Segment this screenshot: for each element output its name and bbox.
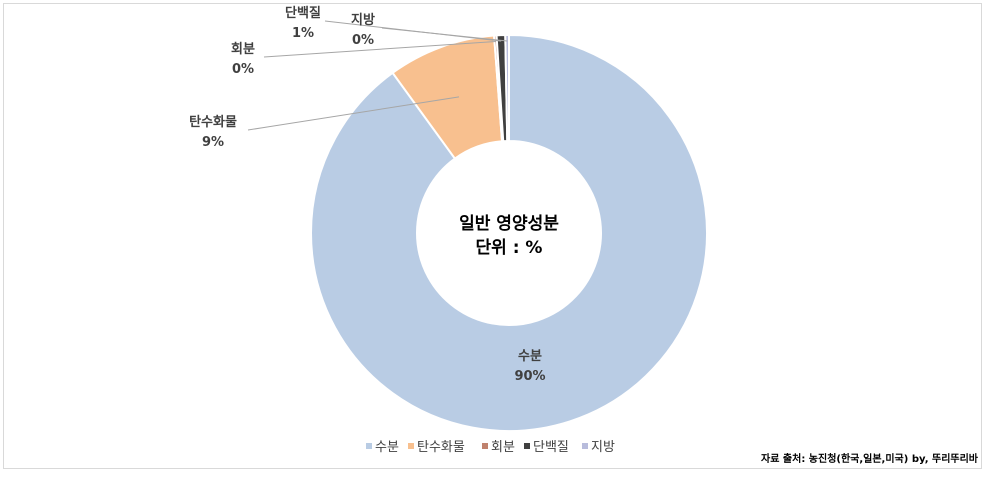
legend-swatch-3 [482,443,488,449]
chart-center-title: 일반 영양성분 [459,214,559,234]
legend-swatch-1 [366,443,372,449]
legend-item-1: 수분 [366,440,399,455]
slice-label-value-2: 9% [202,135,224,150]
legend-swatch-4 [524,443,530,449]
leader-line-3 [263,40,496,58]
slice-label-name-5: 지방 [351,12,375,28]
legend-item-3: 회분 [482,440,515,455]
slice-label-value-1: 90% [514,369,545,384]
legend-item-2: 탄수화물 [408,440,465,455]
legend-label-4: 단백질 [533,440,569,455]
legend: 수분 탄수화물 회분 단백질 지방 [366,440,615,455]
legend-label-2: 탄수화물 [417,440,465,455]
legend-label-3: 회분 [491,440,515,455]
chart-center-unit: 단위 : % [476,238,543,258]
leader-line-5 [381,27,508,42]
slice-label-name-2: 탄수화물 [189,114,237,130]
legend-item-5: 지방 [582,440,615,455]
slices-group [310,33,708,432]
slice-labels-group: 수분 90% 탄수화물 9% 회분 0% 단백질 1% 지방 0% [189,5,545,384]
legend-swatch-2 [408,443,414,449]
slice-label-name-3: 회분 [231,41,255,57]
slice-1 [310,33,708,432]
legend-label-5: 지방 [591,440,615,455]
legend-item-4: 단백질 [524,440,569,455]
slice-label-value-5: 0% [352,33,374,48]
slice-label-name-1: 수분 [518,349,542,364]
slice-label-value-3: 0% [232,62,254,77]
leader-lines-group [247,20,508,131]
source-note: 자료 출처: 농진청(한국,일본,미국) by, 뚜리뚜리바 [761,452,979,465]
slice-5 [504,33,510,143]
legend-swatch-5 [582,443,588,449]
slice-label-name-4: 단백질 [285,5,321,21]
leader-line-2 [247,96,460,131]
legend-label-1: 수분 [375,440,399,455]
slice-label-value-4: 1% [292,26,314,41]
